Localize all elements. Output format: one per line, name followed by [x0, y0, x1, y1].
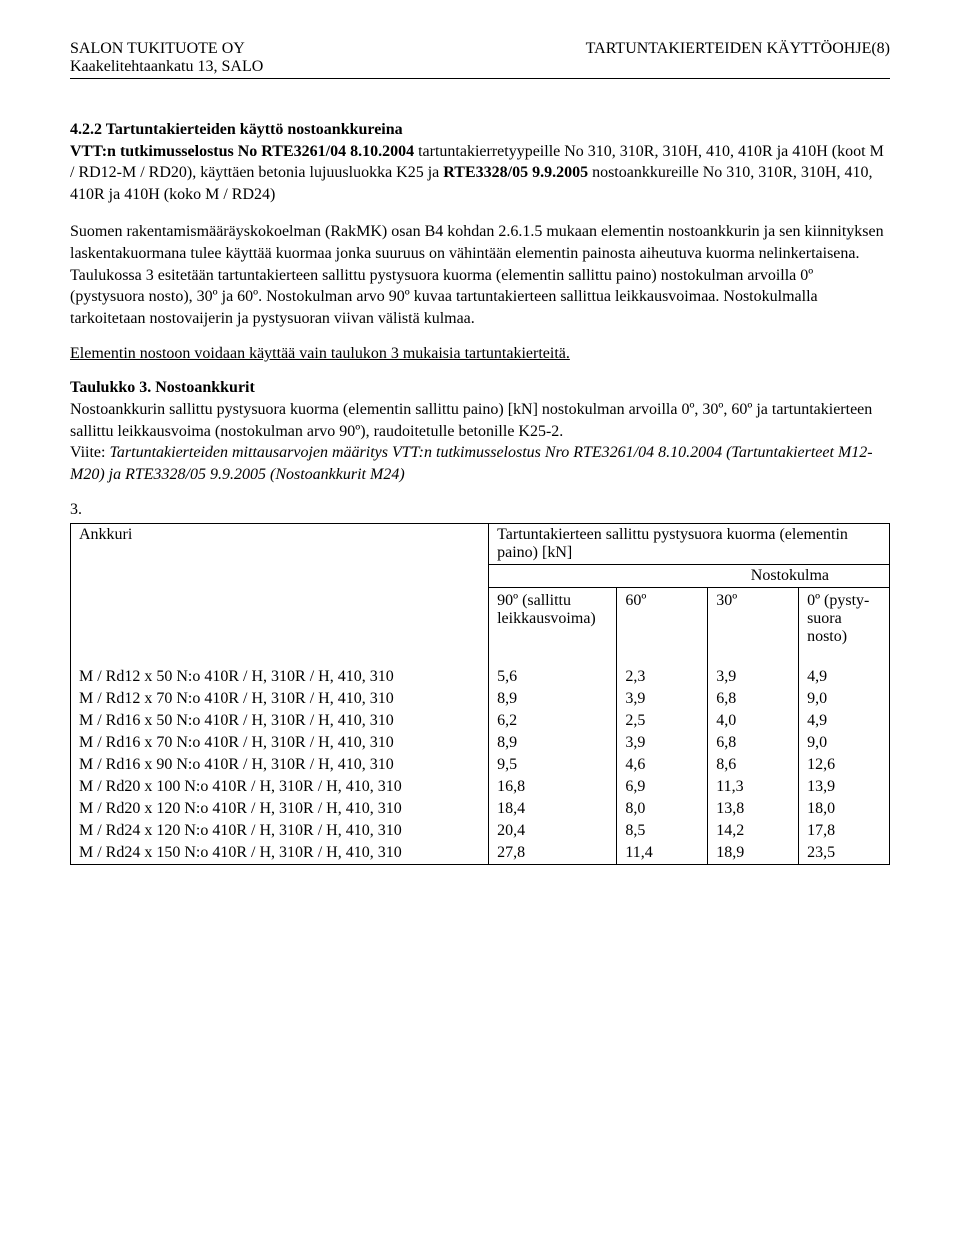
cell-90: 6,2 [489, 710, 617, 732]
cell-ankkuri: M / Rd16 x 70 N:o 410R / H, 310R / H, 41… [71, 732, 489, 754]
cell-30: 11,3 [708, 776, 799, 798]
cell-0: 4,9 [799, 710, 890, 732]
cell-60: 6,9 [617, 776, 708, 798]
cell-0: 9,0 [799, 732, 890, 754]
table-row: M / Rd16 x 90 N:o 410R / H, 310R / H, 41… [71, 754, 890, 776]
cell-90: 8,9 [489, 732, 617, 754]
cell-60: 8,0 [617, 798, 708, 820]
page: SALON TUKITUOTE OY Kaakelitehtaankatu 13… [0, 0, 960, 1255]
table-row: M / Rd24 x 120 N:o 410R / H, 310R / H, 4… [71, 820, 890, 842]
table-number: 3. [70, 501, 890, 519]
table-ref-italic: Tartuntakierteiden mittausarvojen määrit… [70, 444, 873, 483]
th-ankkuri: Ankkuri [71, 524, 489, 651]
table-desc: Nostoankkurin sallittu pystysuora kuorma… [70, 401, 872, 440]
th-30: 30º [708, 588, 799, 651]
table-title: Taulukko 3. Nostoankkurit [70, 379, 255, 396]
cell-90: 27,8 [489, 842, 617, 865]
cell-90: 16,8 [489, 776, 617, 798]
cell-60: 3,9 [617, 732, 708, 754]
table-row: M / Rd16 x 50 N:o 410R / H, 310R / H, 41… [71, 710, 890, 732]
table-row: M / Rd12 x 50 N:o 410R / H, 310R / H, 41… [71, 666, 890, 688]
th-0: 0º (pysty-suora nosto) [799, 588, 890, 651]
section-number-title: 4.2.2 Tartuntakierteiden käyttö nostoank… [70, 121, 403, 138]
cell-60: 2,3 [617, 666, 708, 688]
cell-0: 23,5 [799, 842, 890, 865]
cell-30: 8,6 [708, 754, 799, 776]
page-header: SALON TUKITUOTE OY Kaakelitehtaankatu 13… [70, 40, 890, 76]
cell-0: 17,8 [799, 820, 890, 842]
table-row: M / Rd12 x 70 N:o 410R / H, 310R / H, 41… [71, 688, 890, 710]
table-ref-label: Viite: [70, 444, 109, 461]
cell-90: 8,9 [489, 688, 617, 710]
nostoankkurit-table: Ankkuri Tartuntakierteen sallittu pystys… [70, 523, 890, 865]
cell-ankkuri: M / Rd16 x 90 N:o 410R / H, 310R / H, 41… [71, 754, 489, 776]
cell-60: 4,6 [617, 754, 708, 776]
section-subtitle-prefix: VTT:n tutkimusselostus No RTE3261/04 8.1… [70, 143, 414, 160]
company-name: SALON TUKITUOTE OY [70, 40, 263, 58]
paragraph-2: Suomen rakentamismääräyskokoelman (RakMK… [70, 221, 890, 329]
table-spacer [71, 650, 890, 666]
table-row: M / Rd20 x 120 N:o 410R / H, 310R / H, 4… [71, 798, 890, 820]
th-group: Tartuntakierteen sallittu pystysuora kuo… [489, 524, 890, 565]
doc-title: TARTUNTAKIERTEIDEN KÄYTTÖOHJE(8) [586, 40, 890, 58]
cell-ankkuri: M / Rd12 x 50 N:o 410R / H, 310R / H, 41… [71, 666, 489, 688]
cell-90: 20,4 [489, 820, 617, 842]
cell-90: 18,4 [489, 798, 617, 820]
cell-30: 4,0 [708, 710, 799, 732]
cell-90: 5,6 [489, 666, 617, 688]
cell-60: 3,9 [617, 688, 708, 710]
cell-60: 11,4 [617, 842, 708, 865]
cell-0: 12,6 [799, 754, 890, 776]
cell-30: 6,8 [708, 688, 799, 710]
th-60: 60º [617, 588, 708, 651]
section-heading-block: 4.2.2 Tartuntakierteiden käyttö nostoank… [70, 119, 890, 205]
para1-rte: RTE3328/05 9.9.2005 [443, 164, 588, 181]
cell-ankkuri: M / Rd20 x 100 N:o 410R / H, 310R / H, 4… [71, 776, 489, 798]
header-right: TARTUNTAKIERTEIDEN KÄYTTÖOHJE(8) [586, 40, 890, 76]
cell-30: 14,2 [708, 820, 799, 842]
cell-60: 2,5 [617, 710, 708, 732]
header-underline [70, 78, 890, 79]
table-intro: Taulukko 3. Nostoankkurit Nostoankkurin … [70, 377, 890, 485]
underlined-note: Elementin nostoon voidaan käyttää vain t… [70, 345, 890, 363]
header-left: SALON TUKITUOTE OY Kaakelitehtaankatu 13… [70, 40, 263, 76]
cell-30: 13,8 [708, 798, 799, 820]
table-row: M / Rd20 x 100 N:o 410R / H, 310R / H, 4… [71, 776, 890, 798]
cell-30: 6,8 [708, 732, 799, 754]
cell-30: 18,9 [708, 842, 799, 865]
cell-0: 18,0 [799, 798, 890, 820]
cell-0: 4,9 [799, 666, 890, 688]
table-row: M / Rd24 x 150 N:o 410R / H, 310R / H, 4… [71, 842, 890, 865]
cell-90: 9,5 [489, 754, 617, 776]
cell-0: 13,9 [799, 776, 890, 798]
th-nostokulma: Nostokulma [489, 565, 890, 588]
table-header-row-1: Ankkuri Tartuntakierteen sallittu pystys… [71, 524, 890, 565]
cell-ankkuri: M / Rd12 x 70 N:o 410R / H, 310R / H, 41… [71, 688, 489, 710]
th-90: 90º (sallittu leikkausvoima) [489, 588, 617, 651]
cell-0: 9,0 [799, 688, 890, 710]
company-address: Kaakelitehtaankatu 13, SALO [70, 58, 263, 76]
cell-ankkuri: M / Rd16 x 50 N:o 410R / H, 310R / H, 41… [71, 710, 489, 732]
cell-ankkuri: M / Rd24 x 150 N:o 410R / H, 310R / H, 4… [71, 842, 489, 865]
table-row: M / Rd16 x 70 N:o 410R / H, 310R / H, 41… [71, 732, 890, 754]
cell-60: 8,5 [617, 820, 708, 842]
cell-30: 3,9 [708, 666, 799, 688]
cell-ankkuri: M / Rd20 x 120 N:o 410R / H, 310R / H, 4… [71, 798, 489, 820]
cell-ankkuri: M / Rd24 x 120 N:o 410R / H, 310R / H, 4… [71, 820, 489, 842]
